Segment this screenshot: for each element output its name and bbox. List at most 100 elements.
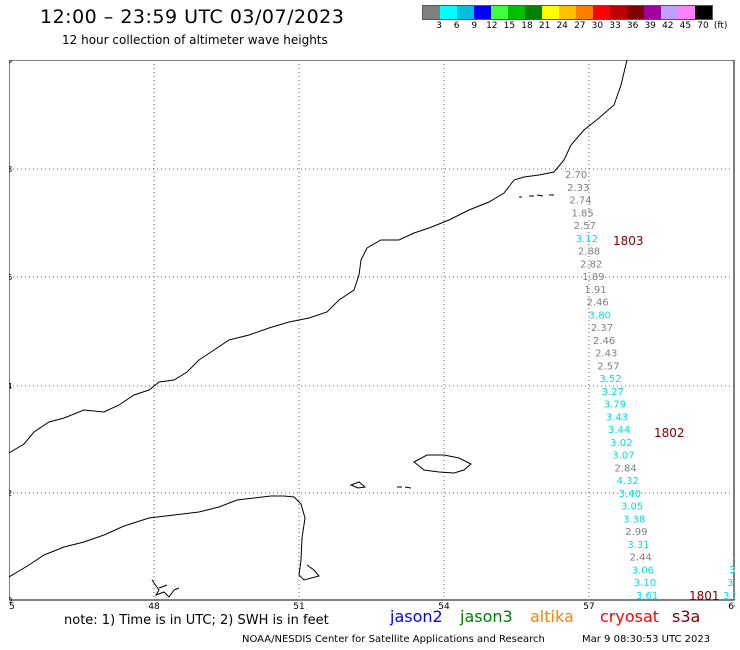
scale-swatch — [525, 6, 542, 19]
latitude-label: 10 — [9, 596, 12, 605]
track-value-label: 3.07 — [612, 451, 634, 462]
altimeter-track: 2.70 2.33 2.741.85 2.57 3.12 2.882.82 1.89 1.91… — [565, 170, 658, 602]
scale-label: 27 — [574, 21, 586, 31]
scale-label: 42 — [662, 21, 674, 31]
track-value-label: 2.99 — [625, 527, 647, 538]
latitude-label: 14 — [9, 382, 12, 391]
track-value-label: 3.79 — [604, 400, 626, 411]
track-time-label: 1802 — [654, 426, 685, 440]
scale-swatch — [457, 6, 474, 19]
credit-line: NOAA/NESDIS Center for Satellite Applica… — [242, 634, 545, 645]
track-value-label: 2.46 — [593, 336, 615, 347]
edge-track-label: 3 — [727, 578, 733, 589]
track-value-label: 3.02 — [610, 438, 632, 449]
scale-label: (ft) — [713, 21, 728, 31]
scale-label: 39 — [644, 21, 656, 31]
track-value-label: 3.12 — [576, 234, 598, 245]
map-frame — [9, 60, 735, 601]
track-value-label: 3.27 — [602, 387, 624, 398]
track-value-label: 2.57 — [597, 361, 619, 372]
scale-swatch — [627, 6, 644, 19]
track-value-label: 2.70 — [565, 170, 587, 181]
scale-label: 24 — [556, 21, 568, 31]
arabia-coastline — [9, 60, 628, 454]
scale-swatch — [576, 6, 593, 19]
scale-swatch — [440, 6, 457, 19]
scale-swatch — [542, 6, 559, 19]
scale-label: 3 — [436, 21, 442, 31]
track-value-label: 3.05 — [621, 502, 643, 513]
scale-label: 21 — [538, 21, 551, 31]
track-time-labels: 1803 1802 1801 — [613, 234, 720, 603]
scale-swatch — [695, 6, 712, 19]
track-value-label: 2.88 — [578, 247, 600, 258]
scale-label: 6 — [453, 21, 460, 31]
longitude-labels: 45 48 51 54 57 60 — [9, 602, 735, 610]
latitude-label: 20 — [9, 60, 12, 65]
map-subtitle: 12 hour collection of altimeter wave hei… — [62, 33, 328, 47]
scale-label: 70 — [697, 21, 709, 31]
scale-label: 9 — [471, 21, 478, 31]
track-value-label: 1.91 — [584, 285, 606, 296]
scale-label: 36 — [626, 21, 639, 31]
graticule — [9, 60, 734, 600]
scale-label: 18 — [521, 21, 533, 31]
edge-track-label: 3.2 — [723, 591, 735, 602]
scale-swatch — [644, 6, 661, 19]
scale-swatch — [474, 6, 491, 19]
scale-swatch — [491, 6, 508, 19]
socotra-island — [413, 454, 472, 474]
scale-label: 15 — [503, 21, 516, 31]
track-value-label: 2.43 — [595, 349, 617, 360]
scale-swatch — [661, 6, 678, 19]
track-value-label: 2.57 — [574, 221, 596, 232]
track-value-label: 3.44 — [608, 425, 630, 436]
track-value-label: 2.37 — [591, 323, 613, 334]
track-value-label: 1.85 — [571, 208, 593, 219]
latitude-label: 18 — [9, 165, 12, 174]
longitude-label: 48 — [148, 602, 160, 610]
satellite-legend-item: jason2 — [390, 607, 443, 626]
scale-swatch — [423, 6, 440, 19]
edge-track: 12333.2 — [723, 552, 735, 602]
track-value-label: 3.61 — [636, 591, 658, 602]
kuria-muria-islands — [519, 194, 554, 198]
longitude-label: 51 — [293, 602, 304, 610]
latitude-label: 12 — [9, 489, 12, 498]
track-value-label: 2.84 — [614, 463, 636, 474]
satellite-legend-item: jason3 — [460, 607, 513, 626]
scale-swatch — [678, 6, 695, 19]
scale-label: 30 — [591, 21, 604, 31]
track-value-label: 3.52 — [599, 374, 621, 385]
scale-label: 45 — [679, 21, 692, 31]
satellite-legend-item: cryosat — [600, 607, 660, 626]
track-value-label: 2.44 — [630, 553, 652, 564]
track-time-label: 1801 — [689, 589, 720, 603]
track-time-label: 1803 — [613, 234, 644, 248]
scale-swatch — [610, 6, 627, 19]
scale-swatch — [508, 6, 525, 19]
scale-label: 12 — [486, 21, 498, 31]
map-title: 12:00 – 23:59 UTC 03/07/2023 — [40, 6, 345, 28]
longitude-label: 60 — [728, 602, 735, 610]
track-value-label: 3.43 — [606, 412, 628, 423]
track-value-label: 4.32 — [617, 476, 639, 487]
satellite-legend-item: s3a — [672, 607, 701, 626]
track-value-label: 3.80 — [589, 310, 611, 321]
color-scale-bar — [422, 5, 713, 20]
longitude-label: 45 — [9, 602, 15, 610]
scale-label: 33 — [609, 21, 621, 31]
somalia-coastline — [9, 495, 320, 581]
island-cluster-sw — [151, 579, 180, 598]
longitude-label: 54 — [438, 602, 450, 610]
track-value-label: 2.82 — [580, 259, 602, 270]
edge-track-label: 2 — [732, 552, 735, 563]
latitude-label: 16 — [9, 273, 12, 282]
scale-swatch — [593, 6, 610, 19]
abd-al-kuri-island — [349, 481, 412, 489]
track-value-label: 2.33 — [567, 183, 589, 194]
wave-height-map: 2.70 2.33 2.741.85 2.57 3.12 2.882.82 1.89 1.91… — [9, 60, 735, 610]
track-value-label: 1.89 — [582, 272, 604, 283]
generated-timestamp: Mar 9 08:30:53 UTC 2023 — [582, 634, 711, 645]
track-value-label: 3.38 — [623, 514, 645, 525]
